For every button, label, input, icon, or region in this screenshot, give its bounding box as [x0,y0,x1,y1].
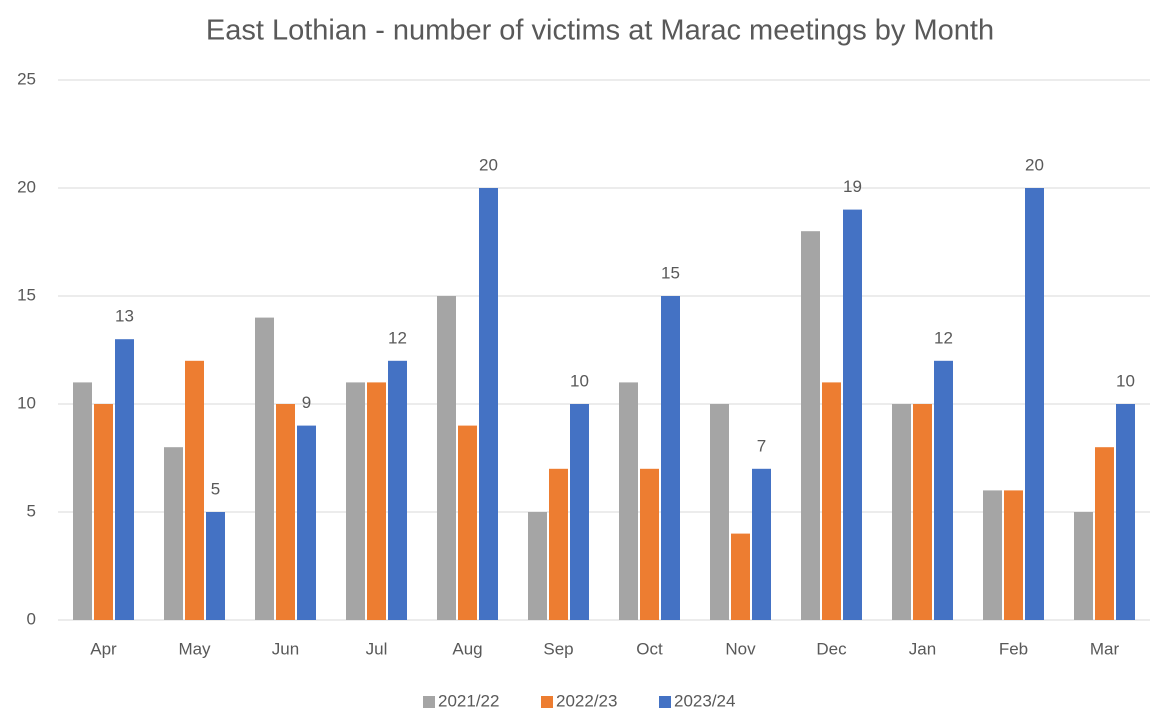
data-label: 20 [479,155,498,174]
y-tick-label: 10 [17,393,36,412]
x-tick-label: Jul [366,639,388,658]
x-tick-label: Mar [1090,639,1120,658]
bar [710,404,729,620]
bar [1004,490,1023,620]
legend-label: 2022/23 [556,691,617,710]
data-label: 12 [388,328,407,347]
bar [255,317,274,620]
y-tick-label: 20 [17,177,36,196]
bar [1025,188,1044,620]
bar [164,447,183,620]
x-tick-label: Apr [90,639,117,658]
chart-title: East Lothian - number of victims at Mara… [206,15,994,47]
y-tick-label: 0 [27,609,36,628]
bar [388,360,407,620]
legend-label: 2021/22 [438,691,499,710]
y-tick-label: 25 [17,69,36,88]
bar [822,382,841,620]
bar [479,188,498,620]
legend-swatch [541,696,553,708]
bar [640,468,659,620]
bar [892,404,911,620]
x-tick-label: Oct [636,639,663,658]
data-label: 15 [661,263,680,282]
bar [913,404,932,620]
y-tick-label: 5 [27,501,36,520]
legend-swatch [659,696,671,708]
bar [94,404,113,620]
bar [801,231,820,620]
bar [367,382,386,620]
bar [346,382,365,620]
data-label: 7 [757,436,766,455]
bar [661,296,680,620]
x-tick-label: Sep [543,639,573,658]
bar [458,425,477,620]
bar [934,360,953,620]
data-label: 13 [115,307,134,326]
data-label: 12 [934,328,953,347]
data-label: 19 [843,177,862,196]
x-tick-label: Nov [725,639,756,658]
bar [752,468,771,620]
x-tick-label: Feb [999,639,1028,658]
x-tick-label: Jan [909,639,936,658]
bar [1116,404,1135,620]
bar [185,360,204,620]
bar [73,382,92,620]
bar [297,425,316,620]
legend-swatch [423,696,435,708]
bar [549,468,568,620]
x-tick-label: Aug [452,639,482,658]
bar [731,533,750,620]
bar [206,512,225,620]
y-tick-label: 15 [17,285,36,304]
x-tick-label: Dec [816,639,847,658]
data-label: 5 [211,479,220,498]
bar [570,404,589,620]
x-tick-label: Jun [272,639,299,658]
data-label: 9 [302,393,311,412]
bar [276,404,295,620]
bar [1074,512,1093,620]
bar [619,382,638,620]
bar [437,296,456,620]
legend-label: 2023/24 [674,691,735,710]
bar [1095,447,1114,620]
bar [528,512,547,620]
x-tick-label: May [178,639,211,658]
bar [983,490,1002,620]
data-label: 10 [570,371,589,390]
data-label: 20 [1025,155,1044,174]
bar [115,339,134,620]
data-label: 10 [1116,371,1135,390]
bar [843,209,862,620]
